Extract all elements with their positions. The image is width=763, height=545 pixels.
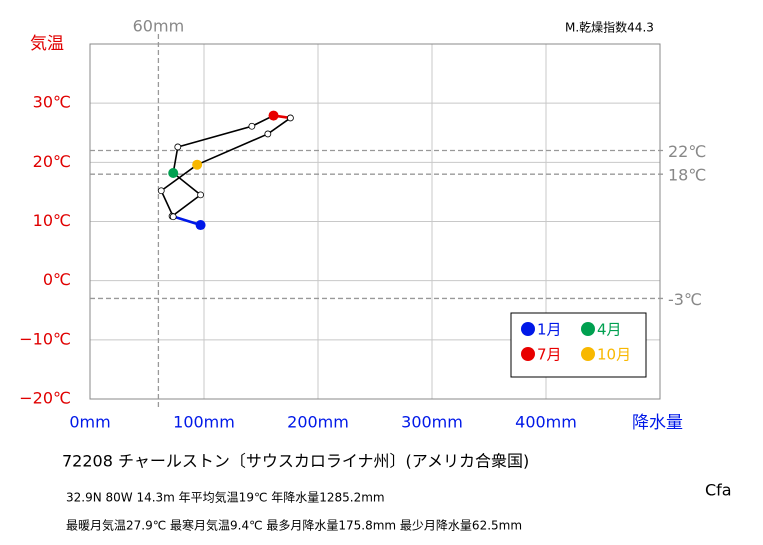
x-tick-label: 100mm	[173, 413, 235, 432]
legend-label: 4月	[597, 321, 622, 339]
reference-label: 22℃	[668, 142, 706, 161]
y-tick-label: 30℃	[33, 93, 71, 112]
x-axis-title: 降水量	[632, 413, 683, 433]
legend-marker	[521, 347, 535, 361]
y-tick-label: 10℃	[33, 211, 71, 230]
legend-marker	[581, 347, 595, 361]
climate-line	[160, 114, 293, 226]
legend-label: 10月	[597, 346, 631, 364]
station-title: 72208 チャールストン〔サウスカロライナ州〕(アメリカ合衆国)	[62, 452, 529, 471]
legend-label: 1月	[537, 321, 562, 339]
legend-label: 7月	[537, 346, 562, 364]
info-line: 32.9N 80W 14.3m 年平均気温19℃ 年降水量1285.2mm	[66, 490, 385, 505]
reference-label: -3℃	[668, 290, 702, 309]
x-tick-label: 0mm	[69, 413, 110, 432]
x-tick-label: 200mm	[287, 413, 349, 432]
month-point	[197, 191, 204, 199]
reference-label: 60mm	[133, 17, 185, 36]
y-tick-label: −10℃	[19, 329, 71, 348]
plot-frame	[89, 43, 661, 400]
reference-label: 18℃	[668, 166, 706, 185]
month-point	[264, 130, 272, 138]
y-tick-label: −20℃	[19, 389, 71, 408]
month-point	[169, 213, 177, 221]
month-point	[168, 167, 179, 178]
legend-marker	[521, 322, 535, 336]
month-point	[192, 159, 203, 170]
month-point	[248, 122, 256, 130]
month-point	[174, 143, 182, 151]
legend-box	[510, 312, 647, 378]
month-point	[268, 110, 279, 121]
y-axis-title: 気温	[30, 34, 64, 54]
climate-class: Cfa	[705, 481, 732, 500]
month-point	[195, 220, 206, 231]
month-point	[157, 187, 165, 195]
legend-marker	[581, 322, 595, 336]
index-label: M.乾燥指数44.3	[565, 20, 654, 35]
x-tick-label: 400mm	[515, 413, 577, 432]
y-tick-label: 0℃	[43, 270, 71, 289]
info-line: 最暖月気温27.9℃ 最寒月気温9.4℃ 最多月降水量175.8mm 最少月降水…	[66, 518, 522, 533]
y-tick-label: 20℃	[33, 152, 71, 171]
x-tick-label: 300mm	[401, 413, 463, 432]
month-point	[287, 114, 294, 122]
